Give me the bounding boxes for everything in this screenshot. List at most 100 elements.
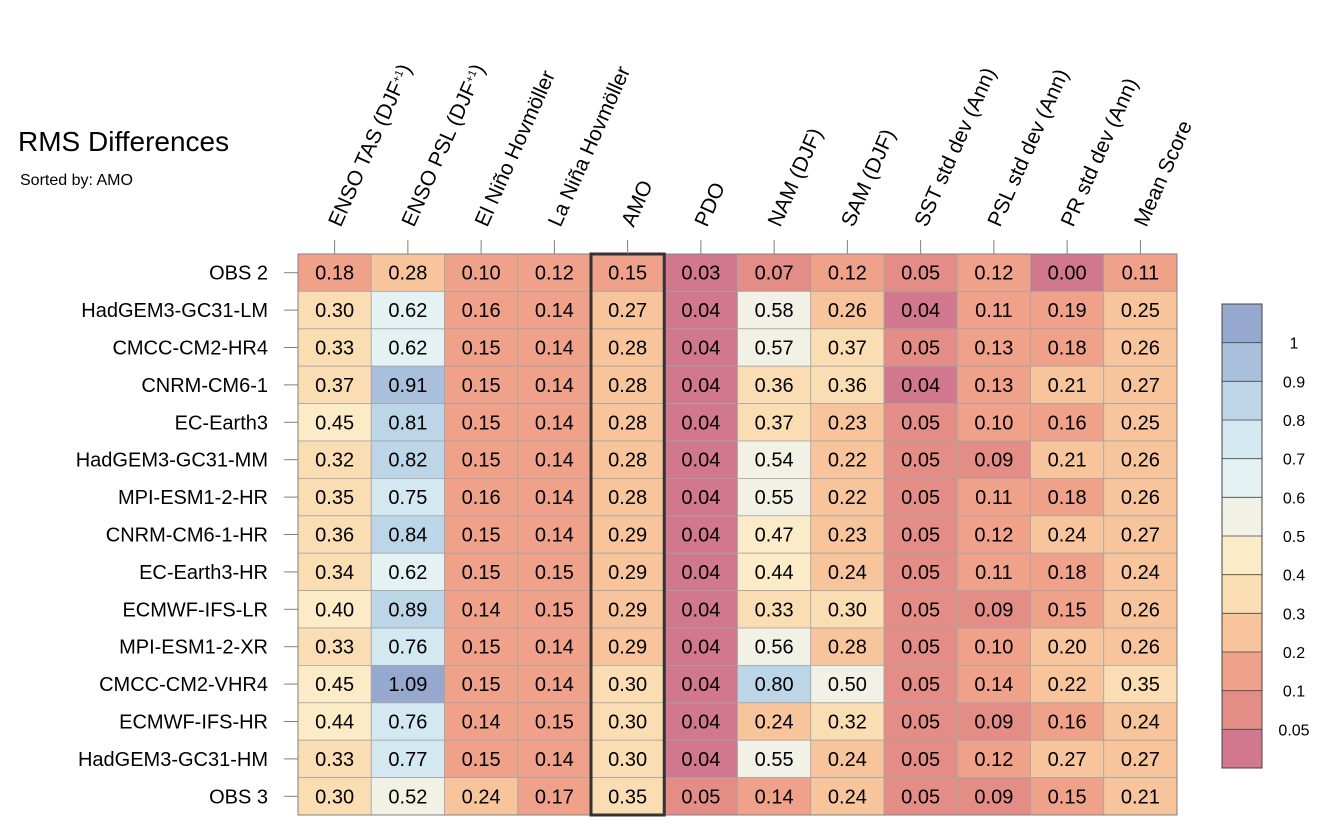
chart-title: RMS Differences <box>18 126 230 157</box>
heatmap-cell <box>517 440 592 479</box>
heatmap-cell <box>517 552 592 592</box>
cell-value: 0.15 <box>462 749 501 771</box>
heatmap-cell <box>590 665 665 704</box>
heatmap-cell <box>590 290 665 330</box>
heatmap-cell <box>1030 328 1105 367</box>
cell-value: 0.27 <box>1121 749 1160 771</box>
heatmap-cell <box>297 665 372 704</box>
cell-value: 0.29 <box>608 637 647 659</box>
cell-value: 0.15 <box>535 712 574 734</box>
heatmap-cell <box>810 477 885 517</box>
cell-value: 0.26 <box>1121 487 1160 509</box>
cell-value: 0.91 <box>388 375 427 397</box>
cell-value: 0.45 <box>315 674 354 696</box>
heatmap-cell <box>370 590 445 629</box>
cell-value: 0.21 <box>1048 375 1087 397</box>
cell-value: 0.28 <box>608 412 647 434</box>
cell-value: 0.14 <box>974 674 1013 696</box>
cell-value: 0.28 <box>388 263 427 285</box>
heatmap-cell <box>517 627 592 666</box>
heatmap-cell <box>370 515 445 554</box>
heatmap-cell <box>1103 515 1178 554</box>
cell-value: 0.05 <box>901 450 940 472</box>
heatmap-cell <box>663 552 738 592</box>
heatmap-cell <box>1103 702 1178 741</box>
cell-value: 0.35 <box>1121 674 1160 696</box>
row-labels: OBS 2 HadGEM3-GC31-LM CMCC-CM2-HR4 CNRM-CM6… <box>76 263 268 809</box>
heatmap-cell <box>810 552 885 592</box>
heatmap-cell <box>1103 590 1178 629</box>
cell-value: 0.15 <box>535 562 574 584</box>
colorbar-swatch <box>1222 420 1262 459</box>
heatmap-cell <box>444 739 519 779</box>
heatmap-cell <box>444 290 519 330</box>
cell-value: 0.14 <box>535 487 574 509</box>
cell-value: 0.15 <box>462 637 501 659</box>
heatmap-cell <box>737 590 812 629</box>
cell-value: 0.47 <box>755 525 794 547</box>
cell-value: 0.19 <box>1048 300 1087 322</box>
row-label: MPI-ESM1-2-HR <box>118 487 268 509</box>
cell-value: 0.35 <box>608 786 647 808</box>
cell-value: 0.18 <box>1048 562 1087 584</box>
cell-value: 0.04 <box>681 749 720 771</box>
cell-value: 0.24 <box>828 786 867 808</box>
colorbar-swatch <box>1222 574 1262 614</box>
cell-value: 0.23 <box>828 412 867 434</box>
colorbar-swatch <box>1222 690 1262 730</box>
cell-value: 0.23 <box>828 525 867 547</box>
heatmap-cell <box>370 440 445 479</box>
heatmap-cell <box>663 627 738 666</box>
cell-value: 0.05 <box>901 338 940 360</box>
cell-value: 0.76 <box>388 637 427 659</box>
cell-value: 0.12 <box>974 263 1013 285</box>
heatmap-cell <box>297 777 372 816</box>
heatmap-cell <box>956 665 1031 704</box>
heatmap-cell <box>663 290 738 330</box>
colorbar-label: 0.1 <box>1283 684 1305 701</box>
cell-value: 0.36 <box>828 375 867 397</box>
cell-value: 0.55 <box>755 749 794 771</box>
cell-value: 0.77 <box>388 749 427 771</box>
cell-value: 0.15 <box>1048 599 1087 621</box>
column-label: ENSO TAS (DJF+1) <box>324 61 416 230</box>
column-label: AMO <box>617 177 657 230</box>
cell-value: 0.04 <box>681 637 720 659</box>
heatmap-cell <box>444 702 519 741</box>
cell-value: 0.04 <box>681 300 720 322</box>
colorbar-legend: 1 0.9 0.8 0.7 0.6 0.5 0.4 0.3 0.2 0.1 0.05 <box>1221 303 1310 769</box>
cell-value: 0.81 <box>388 412 427 434</box>
cell-value: 0.24 <box>462 786 501 808</box>
cell-value: 0.26 <box>1121 338 1160 360</box>
cell-value: 0.15 <box>462 375 501 397</box>
row-label: HadGEM3-GC31-MM <box>76 450 268 472</box>
heatmap-cell <box>1030 702 1105 741</box>
cell-value: 0.05 <box>901 525 940 547</box>
heatmap-cell <box>810 777 885 816</box>
cell-value: 0.45 <box>315 412 354 434</box>
cell-value: 0.37 <box>315 375 354 397</box>
heatmap-cell <box>297 627 372 666</box>
cell-value: 0.05 <box>901 412 940 434</box>
cell-value: 0.04 <box>681 562 720 584</box>
cell-value: 0.14 <box>535 300 574 322</box>
cell-value: 0.24 <box>828 562 867 584</box>
heatmap-cell <box>737 627 812 666</box>
heatmap-cell <box>590 739 665 779</box>
cell-value: 0.04 <box>681 450 720 472</box>
row-label: CNRM-CM6-1-HR <box>106 525 268 547</box>
row-label: MPI-ESM1-2-XR <box>119 637 268 659</box>
cell-value: 0.04 <box>901 300 940 322</box>
colorbar-label: 0.4 <box>1283 568 1305 585</box>
row-label: ECMWF-IFS-HR <box>119 712 268 734</box>
cell-value: 0.05 <box>901 712 940 734</box>
colorbar-label: 1 <box>1290 336 1299 353</box>
cell-value: 0.28 <box>608 338 647 360</box>
colorbar-swatch <box>1222 497 1262 536</box>
heatmap-cell <box>1030 777 1105 816</box>
cell-value: 0.35 <box>315 487 354 509</box>
heatmap-cell <box>737 440 812 479</box>
heatmap-cell <box>810 328 885 367</box>
cell-value: 0.04 <box>681 375 720 397</box>
heatmap-cell <box>1103 627 1178 666</box>
